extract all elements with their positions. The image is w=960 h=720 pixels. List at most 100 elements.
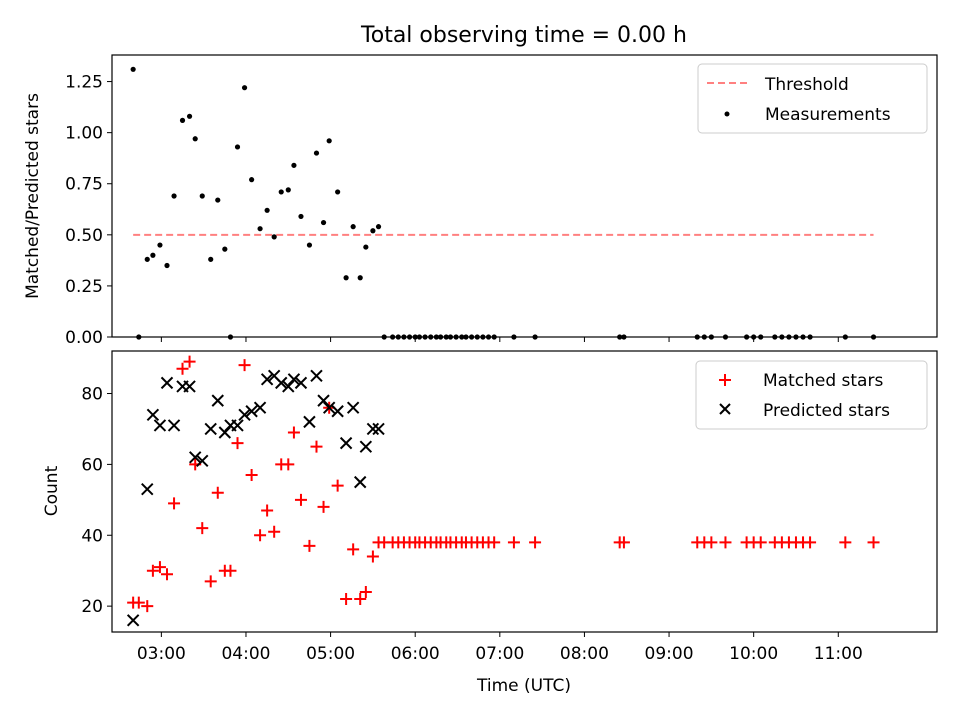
matched-star-marker <box>331 479 344 492</box>
predicted-star-marker <box>359 440 373 453</box>
x-tick-label: 09:00 <box>645 644 694 664</box>
predicted-star-marker <box>245 405 258 418</box>
matched-star-marker <box>507 536 520 549</box>
predicted-star-marker <box>183 380 196 393</box>
predicted-star-marker <box>160 376 174 390</box>
predicted-star-marker <box>126 614 140 627</box>
bottom-axis-ticks: 20 40 60 80 03:00 04:00 05:00 06:00 07:00 08:00 09… <box>81 385 862 664</box>
predicted-star-marker <box>303 415 316 429</box>
matched-star-marker <box>839 536 852 549</box>
legend-measurements-swatch <box>724 111 730 117</box>
matched-star-marker <box>268 525 281 538</box>
legend-matched-swatch <box>719 374 731 386</box>
predicted-star-marker <box>167 419 181 432</box>
matched-star-marker <box>282 458 295 471</box>
top-y-tick-label: 0.50 <box>65 226 103 246</box>
measurement-point <box>298 213 304 220</box>
measurement-point <box>278 189 284 195</box>
matched-star-marker <box>196 522 209 535</box>
matched-star-marker <box>347 543 360 556</box>
x-tick-label: 10:00 <box>729 644 778 664</box>
matched-star-marker <box>804 536 817 549</box>
top-y-tick-label: 0.25 <box>65 277 103 297</box>
legend-matched-label: Matched stars <box>763 371 883 391</box>
matched-star-marker <box>132 596 145 609</box>
measurement-point <box>144 256 150 262</box>
measurement-point <box>335 189 341 195</box>
matched-star-marker <box>287 426 300 439</box>
predicted-star-marker <box>153 419 167 432</box>
matched-star-marker <box>245 469 258 482</box>
top-panel: 0.00 0.25 0.50 0.75 1.00 1.25 Matched/Predict… <box>23 54 938 348</box>
bottom-y-tick-label: 20 <box>81 597 103 617</box>
matched-star-marker <box>867 536 880 549</box>
top-y-tick-label: 1.00 <box>65 124 103 144</box>
matched-star-marker <box>238 359 251 372</box>
matched-star-marker <box>529 536 542 549</box>
bottom-legend: Matched stars Predicted stars <box>695 360 928 430</box>
matched-star-marker <box>146 564 159 577</box>
measurement-point <box>179 117 186 123</box>
x-tick-label: 08:00 <box>560 644 609 664</box>
x-axis-label: Time (UTC) <box>476 676 571 696</box>
predicted-star-marker <box>253 401 267 414</box>
x-tick-label: 04:00 <box>221 644 270 664</box>
top-y-tick-label: 0.00 <box>65 328 103 348</box>
predicted-star-marker <box>322 401 336 414</box>
measurement-point <box>306 242 313 248</box>
matched-star-marker <box>303 539 316 552</box>
matched-star-marker <box>617 536 630 549</box>
predicted-star-marker <box>331 405 344 418</box>
top-y-axis-label: Matched/Predicted stars <box>23 93 43 299</box>
measurement-point <box>164 262 170 269</box>
measurement-point <box>375 224 382 230</box>
x-tick-label: 11:00 <box>814 644 863 664</box>
matched-star-marker <box>488 536 501 549</box>
predicted-star-marker <box>317 394 330 407</box>
measurement-point <box>215 197 221 203</box>
bottom-legend-box <box>695 360 928 430</box>
matched-star-marker <box>359 585 372 598</box>
matched-star-marker <box>168 497 181 510</box>
matched-star-marker <box>231 437 244 450</box>
measurement-point <box>271 234 277 240</box>
predicted-star-marker <box>196 454 209 468</box>
measurement-point <box>343 275 349 281</box>
matched-star-marker <box>310 440 323 453</box>
legend-measurements-label: Measurements <box>765 105 891 125</box>
x-tick-label: 03:00 <box>137 644 186 664</box>
predicted-star-marker <box>141 482 154 496</box>
measurement-point <box>257 226 263 232</box>
measurement-point <box>157 242 163 248</box>
predicted-star-marker <box>353 475 367 489</box>
predicted-star-marker <box>218 426 232 439</box>
matched-star-marker <box>204 575 217 588</box>
matched-star-marker <box>261 504 274 517</box>
measurement-point <box>249 177 255 183</box>
measurement-point <box>326 138 332 144</box>
legend-predicted-label: Predicted stars <box>763 401 890 421</box>
top-y-tick-label: 1.25 <box>65 73 103 93</box>
predicted-star-marker <box>275 376 288 390</box>
bottom-plot-marks <box>126 355 880 627</box>
matched-star-marker <box>141 600 154 613</box>
measurement-point <box>208 256 214 262</box>
predicted-star-marker <box>372 422 385 436</box>
predicted-star-marker <box>211 394 224 407</box>
measurement-point <box>192 136 198 142</box>
predicted-star-marker <box>287 373 301 386</box>
matched-star-marker <box>153 561 166 574</box>
matched-star-marker <box>719 536 732 549</box>
bottom-panel: 20 40 60 80 03:00 04:00 05:00 06:00 07:00 08:00 09… <box>42 350 938 696</box>
matched-star-marker <box>224 564 237 577</box>
predicted-star-marker <box>294 376 308 390</box>
matched-star-marker <box>366 550 379 563</box>
matched-star-marker <box>161 568 173 581</box>
top-axes-frame <box>111 54 938 338</box>
predicted-star-marker <box>366 422 380 436</box>
predicted-star-marker <box>231 419 244 432</box>
measurement-point <box>350 224 356 230</box>
matched-star-marker <box>754 536 767 549</box>
top-axis-ticks: 0.00 0.25 0.50 0.75 1.00 1.25 <box>65 73 839 348</box>
